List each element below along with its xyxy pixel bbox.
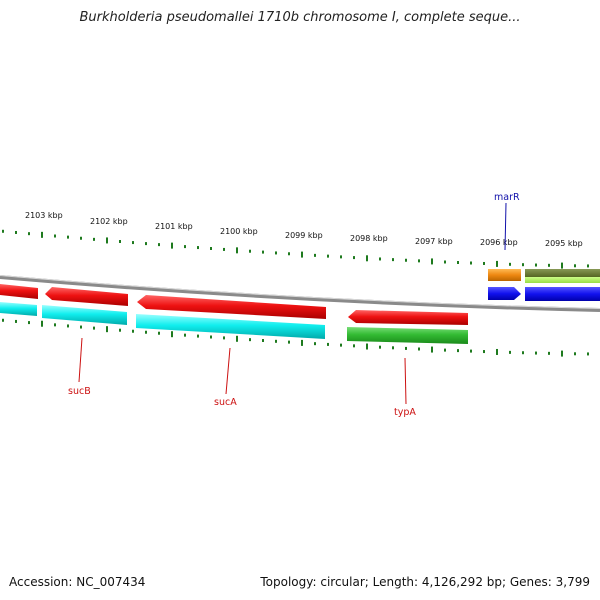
leader-line-marR [504, 202, 507, 251]
gene-label-marR[interactable]: marR [494, 192, 520, 203]
feature-lime-1[interactable] [525, 277, 600, 283]
lower-tick-row [2, 318, 589, 357]
backbone-highlight [0, 275, 600, 309]
tick-label-2096: 2096 kbp [480, 238, 518, 247]
feature-blue-marR[interactable] [488, 287, 521, 300]
feature-orange-1[interactable] [488, 269, 521, 281]
gene-label-sucB[interactable]: sucB [68, 386, 91, 397]
leader-line-sucA [225, 347, 231, 395]
tick-label-2095: 2095 kbp [545, 239, 583, 248]
tick-label-2099: 2099 kbp [285, 231, 323, 240]
gene-label-sucA[interactable]: sucA [214, 397, 237, 408]
upper-tick-row [2, 229, 589, 269]
gene-label-typA[interactable]: typA [394, 407, 416, 418]
tick-label-2097: 2097 kbp [415, 237, 453, 246]
tick-label-2098: 2098 kbp [350, 234, 388, 243]
leader-line-typA [404, 357, 407, 405]
feature-cyan-2[interactable] [42, 305, 127, 325]
tick-label-2103: 2103 kbp [25, 211, 63, 220]
tick-label-2101: 2101 kbp [155, 222, 193, 231]
leader-line-sucB [78, 337, 83, 383]
accession-text: Accession: NC_007434 [9, 575, 146, 589]
tick-label-2100: 2100 kbp [220, 227, 258, 236]
feature-green-1[interactable] [347, 327, 468, 344]
feature-red-4[interactable] [348, 310, 468, 325]
feature-cyan-3[interactable] [136, 314, 325, 339]
map-title: Burkholderia pseudomallei 1710b chromoso… [79, 10, 521, 25]
feature-red-1[interactable] [0, 284, 38, 299]
feature-olive-1[interactable] [525, 269, 600, 277]
topology-summary: Topology: circular; Length: 4,126,292 bp… [260, 575, 590, 589]
feature-blue-2[interactable] [525, 287, 600, 301]
tick-label-2102: 2102 kbp [90, 217, 128, 226]
feature-red-3[interactable] [137, 295, 326, 319]
feature-cyan-1[interactable] [0, 302, 37, 316]
backbone-arc [0, 275, 600, 312]
feature-red-2[interactable] [45, 287, 128, 306]
